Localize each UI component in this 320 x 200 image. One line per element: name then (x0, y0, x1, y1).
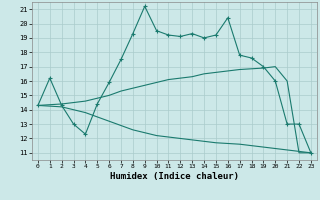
X-axis label: Humidex (Indice chaleur): Humidex (Indice chaleur) (110, 172, 239, 181)
